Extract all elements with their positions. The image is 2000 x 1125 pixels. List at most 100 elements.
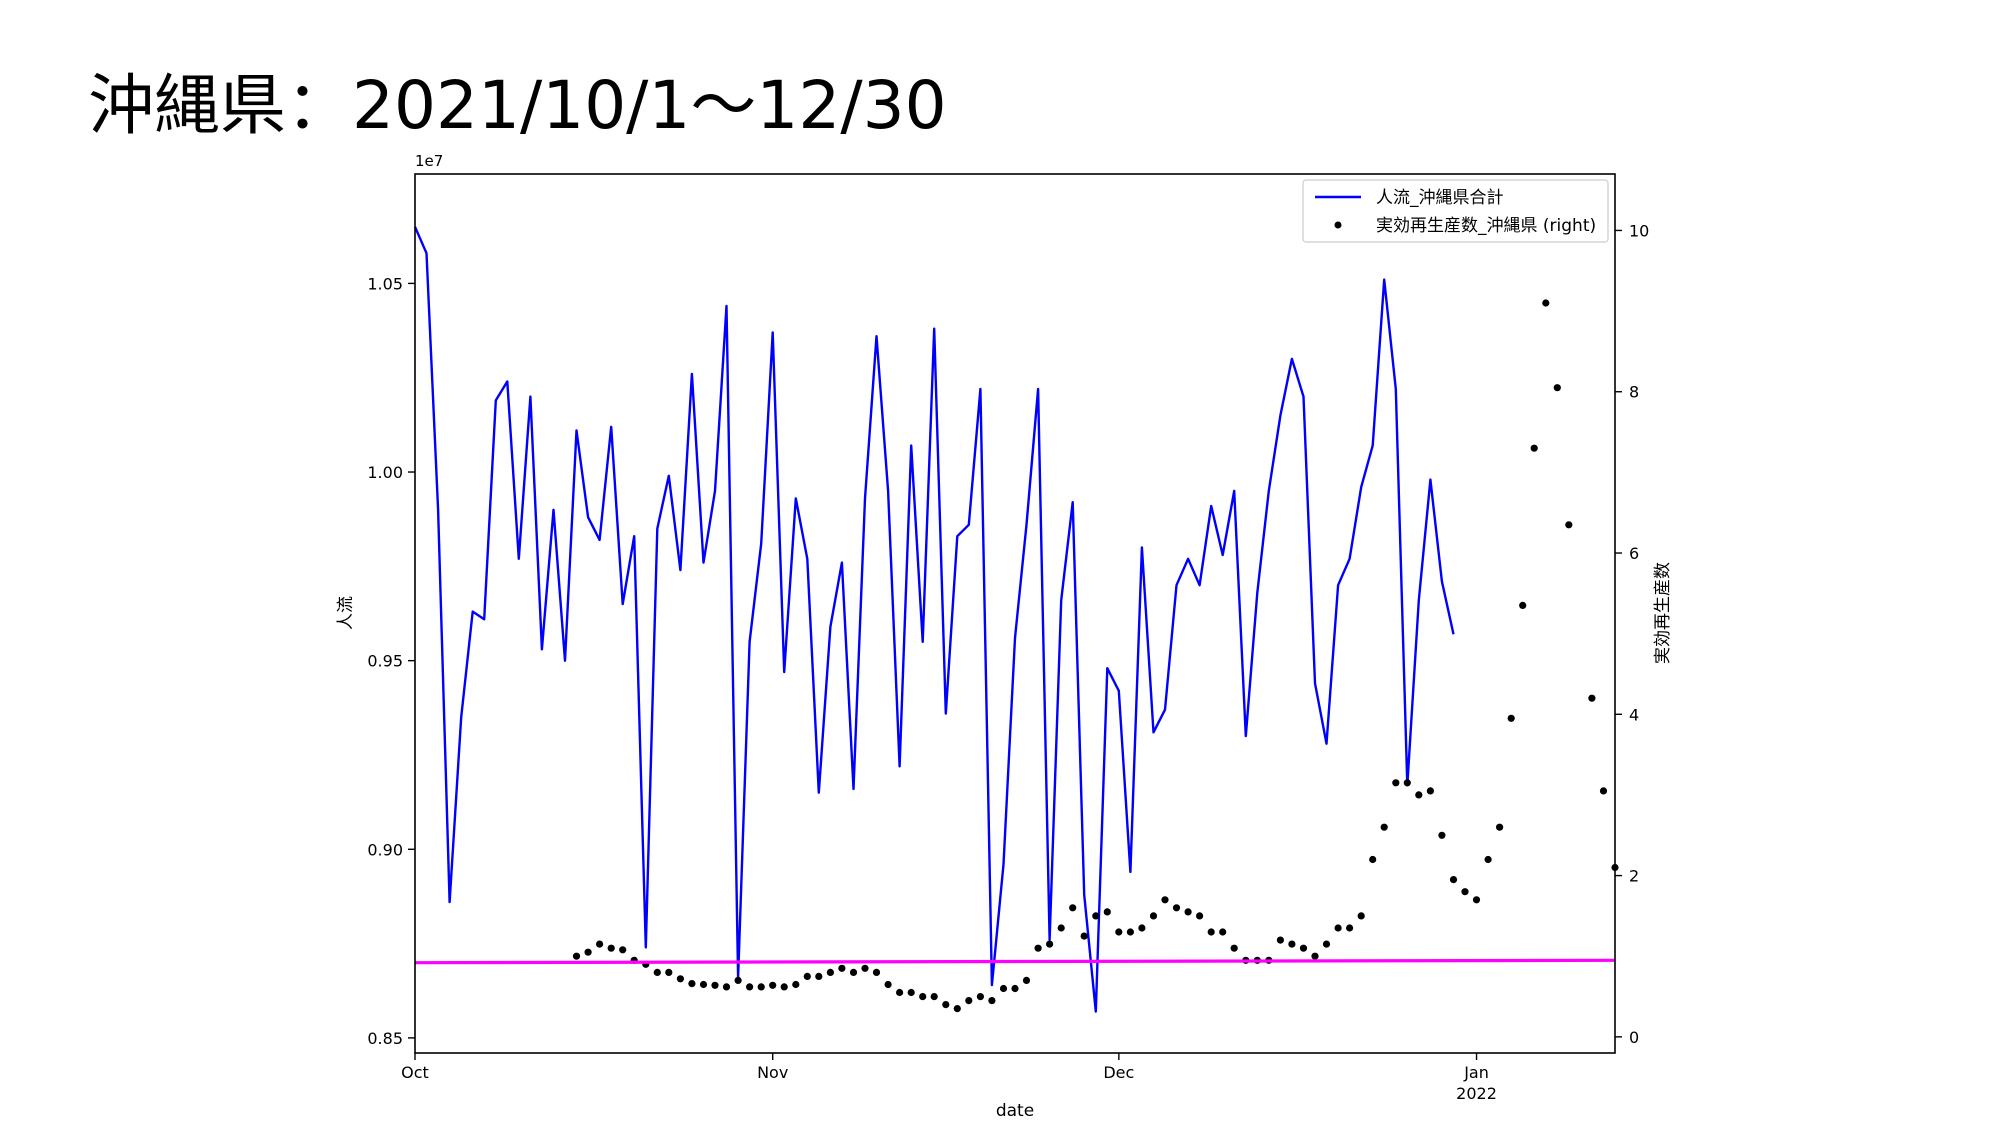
rt-point xyxy=(688,980,696,988)
legend-dot-marker xyxy=(1334,221,1342,229)
rt-point xyxy=(1403,779,1411,787)
left-tick-label: 0.95 xyxy=(367,652,403,671)
rt-point xyxy=(861,964,869,972)
rt-point xyxy=(1472,896,1481,904)
plot-frame xyxy=(414,173,1616,1054)
rt-point xyxy=(815,972,823,981)
rt-point xyxy=(884,980,892,989)
rt-point xyxy=(607,944,615,952)
rt-point xyxy=(1496,823,1504,831)
rt-point xyxy=(1438,831,1446,839)
left-tick-label: 0.85 xyxy=(367,1029,403,1048)
rt-point xyxy=(1196,912,1204,920)
rt-point xyxy=(1080,932,1088,940)
rt-point xyxy=(988,997,996,1005)
rt-point xyxy=(1034,944,1042,952)
rt-point xyxy=(665,968,673,977)
rt-point xyxy=(1184,908,1192,916)
rt-point xyxy=(780,983,788,991)
rt-point xyxy=(999,984,1008,993)
right-axis-label: 実効再生産数 xyxy=(1653,562,1673,664)
right-tick-label: 10 xyxy=(1629,221,1649,240)
rt-point xyxy=(1126,928,1134,936)
rt-point xyxy=(849,968,858,977)
rt-point xyxy=(1207,928,1215,936)
legend-entry-flow: 人流_沖縄県合計 xyxy=(1376,188,1504,208)
rt-point xyxy=(1461,888,1469,896)
rt-point xyxy=(1022,976,1031,985)
right-tick-label: 2 xyxy=(1629,867,1639,886)
rt-point xyxy=(1057,924,1065,932)
rt-point xyxy=(1415,791,1423,799)
rt-point xyxy=(942,1001,950,1009)
slide-title: 沖縄県：2021/10/1～12/30 xyxy=(88,67,947,144)
right-tick-label: 8 xyxy=(1629,383,1639,402)
rt-point xyxy=(1519,601,1527,610)
rt-point xyxy=(1507,714,1515,722)
rt-point xyxy=(1588,694,1596,702)
rt-point xyxy=(1322,940,1331,948)
rt-point xyxy=(584,948,592,956)
x-tick-label: Dec xyxy=(1103,1063,1134,1082)
rt-point xyxy=(1357,912,1365,920)
rt-point xyxy=(1334,924,1342,932)
rt-point xyxy=(1011,984,1019,993)
right-tick-label: 0 xyxy=(1629,1028,1639,1047)
rt-point xyxy=(1311,952,1319,960)
rt-point xyxy=(792,980,800,989)
rt-point xyxy=(1161,896,1169,904)
reference-line xyxy=(414,958,1616,965)
rt-point xyxy=(1219,928,1227,936)
rt-point xyxy=(872,968,881,977)
rt-point xyxy=(896,988,904,997)
rt-point xyxy=(953,1005,961,1013)
rt-point xyxy=(653,968,661,977)
rt-point xyxy=(1380,823,1388,831)
right-tick-label: 6 xyxy=(1629,544,1639,563)
rt-point xyxy=(1149,912,1158,920)
x-tick-sublabel: 2022 xyxy=(1456,1084,1497,1103)
rt-point xyxy=(1138,924,1146,932)
rt-point xyxy=(976,993,985,1001)
rt-point xyxy=(1565,521,1573,529)
people-flow-line xyxy=(413,226,1455,1013)
left-axis-offset-label: 1e7 xyxy=(415,152,443,170)
rt-point xyxy=(746,983,754,991)
rt-point xyxy=(930,993,938,1001)
rt-point xyxy=(907,988,915,997)
rt-point xyxy=(1172,904,1181,912)
x-axis-label: date xyxy=(996,1101,1034,1121)
rt-point xyxy=(1484,855,1492,864)
rt-point xyxy=(1369,855,1377,864)
rt-point xyxy=(1046,940,1054,948)
rt-point xyxy=(722,983,731,991)
rt-point xyxy=(1346,924,1354,932)
right-tick-label: 4 xyxy=(1629,705,1639,724)
left-tick-label: 1.05 xyxy=(367,274,403,293)
rt-point xyxy=(803,972,811,981)
x-tick-label: Oct xyxy=(401,1063,429,1082)
x-tick-label: Jan xyxy=(1463,1063,1489,1082)
left-tick-label: 1.00 xyxy=(367,463,403,482)
rt-point xyxy=(1276,936,1284,944)
rt-point xyxy=(1230,944,1238,952)
legend: 人流_沖縄県合計 実効再生産数_沖縄県 (right) xyxy=(1302,179,1609,243)
rt-point xyxy=(596,940,604,948)
left-tick-label: 0.90 xyxy=(367,840,403,859)
rt-point xyxy=(1069,904,1077,912)
rt-point xyxy=(676,975,685,983)
rt-point xyxy=(1392,779,1400,787)
rt-point xyxy=(1288,940,1296,948)
legend-box xyxy=(1302,179,1609,243)
legend-entry-rt: 実効再生産数_沖縄県 (right) xyxy=(1376,216,1596,236)
rt-point xyxy=(1115,928,1123,936)
rt-point xyxy=(1530,444,1538,452)
rt-point xyxy=(757,983,765,991)
rt-point xyxy=(1103,908,1111,916)
rt-point xyxy=(1449,876,1458,884)
rt-point xyxy=(919,993,927,1001)
rt-point xyxy=(1553,384,1561,392)
rt-point xyxy=(1542,299,1550,307)
rt-point xyxy=(1599,787,1608,795)
